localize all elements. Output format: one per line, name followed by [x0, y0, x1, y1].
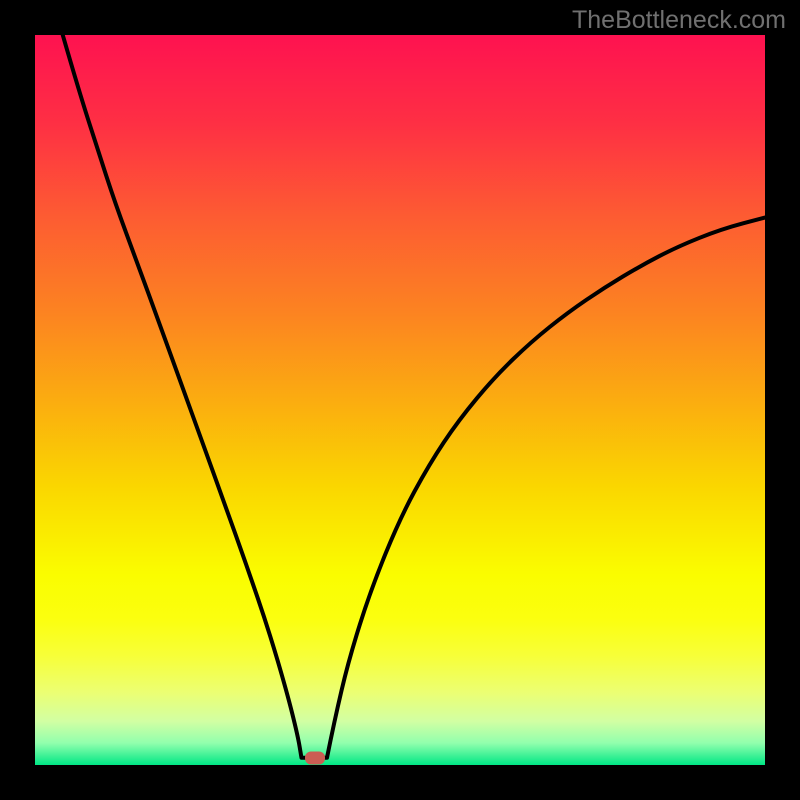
notch-marker	[305, 751, 325, 764]
bottleneck-curve	[35, 35, 765, 765]
chart-frame: TheBottleneck.com	[0, 0, 800, 800]
plot-area	[35, 35, 765, 765]
curve-path	[63, 35, 765, 758]
watermark-text: TheBottleneck.com	[572, 6, 786, 35]
